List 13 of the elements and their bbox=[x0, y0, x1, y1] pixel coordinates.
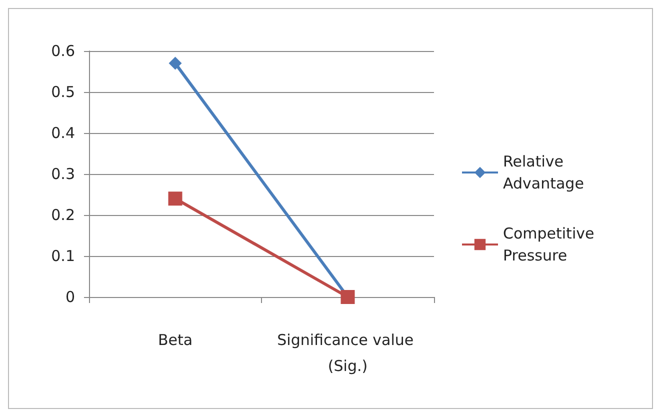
y-tick-label: 0.3 bbox=[51, 165, 75, 183]
y-tick-label: 0 bbox=[65, 288, 75, 306]
y-tick-label: 0.2 bbox=[51, 206, 75, 224]
y-tick-label: 0.6 bbox=[51, 42, 75, 60]
point bbox=[168, 192, 182, 206]
legend-label: Relative Advantage bbox=[503, 152, 584, 192]
x-tick-label: Beta bbox=[158, 331, 193, 349]
point bbox=[168, 56, 182, 70]
x-tick-label: Significance value (Sig.) bbox=[277, 331, 418, 375]
y-tick-label: 0.1 bbox=[51, 247, 75, 265]
y-tick-label: 0.4 bbox=[51, 124, 75, 142]
legend-label: Competitive Pressure bbox=[503, 224, 599, 264]
y-tick-label: 0.5 bbox=[51, 83, 75, 101]
